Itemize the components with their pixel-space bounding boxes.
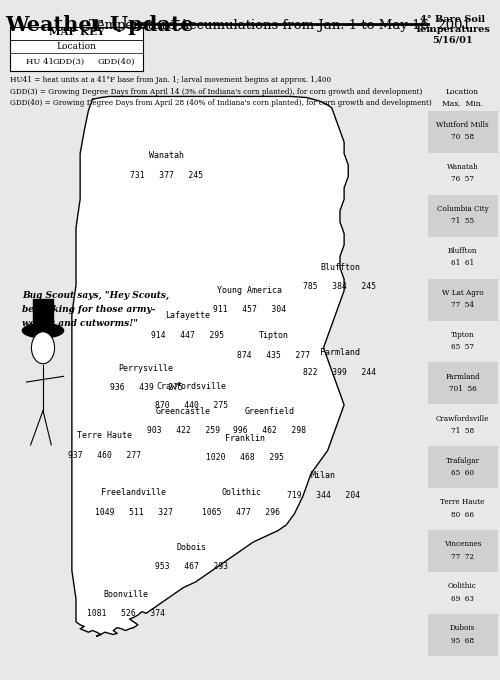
- Text: Temperature Accumulations from Jan. 1 to May 16, 2001: Temperature Accumulations from Jan. 1 to…: [89, 19, 471, 32]
- Text: 731   377   245: 731 377 245: [130, 171, 204, 180]
- Text: 71  58: 71 58: [451, 427, 474, 435]
- Text: 719   344   204: 719 344 204: [287, 490, 360, 500]
- Text: Vincennes: Vincennes: [444, 541, 481, 549]
- Bar: [428, 573, 498, 614]
- Text: 1081   526   374: 1081 526 374: [86, 609, 164, 618]
- Text: 937   460   277: 937 460 277: [68, 451, 142, 460]
- Text: 911   457   304: 911 457 304: [212, 305, 286, 314]
- Bar: [428, 362, 498, 405]
- Bar: [32, 299, 54, 330]
- Text: Location: Location: [446, 88, 479, 96]
- Bar: [428, 405, 498, 446]
- Text: MAP KEY: MAP KEY: [48, 28, 104, 37]
- Text: Greencastle: Greencastle: [156, 407, 211, 415]
- Text: Crawfordsville: Crawfordsville: [436, 415, 489, 422]
- Text: HU41 = heat units at a 41°F base from Jan. 1; larval movement begins at approx. : HU41 = heat units at a 41°F base from Ja…: [10, 76, 331, 84]
- Text: 874   435   277: 874 435 277: [238, 351, 310, 360]
- Circle shape: [32, 332, 54, 364]
- Text: Terre Haute: Terre Haute: [78, 431, 132, 440]
- Bar: [428, 488, 498, 530]
- Text: W Lat Agro: W Lat Agro: [442, 289, 484, 296]
- Text: Boonville: Boonville: [103, 590, 148, 599]
- Text: 77  54: 77 54: [451, 301, 474, 309]
- Text: 1049   511   327: 1049 511 327: [95, 508, 173, 517]
- Text: Weather Update: Weather Update: [5, 15, 194, 35]
- Text: Bug Scout says, "Hey Scouts,: Bug Scout says, "Hey Scouts,: [22, 290, 170, 300]
- Text: 65  57: 65 57: [451, 343, 474, 351]
- Bar: [428, 279, 498, 320]
- Text: Trafalgar: Trafalgar: [446, 456, 480, 464]
- Text: 77  72: 77 72: [451, 553, 474, 561]
- Text: 65  60: 65 60: [451, 469, 474, 477]
- Bar: [428, 153, 498, 194]
- Bar: [428, 320, 498, 362]
- Text: Farmland: Farmland: [320, 348, 360, 358]
- Text: Tipton: Tipton: [450, 330, 474, 339]
- Text: Greenfield: Greenfield: [245, 407, 295, 415]
- Text: 80  66: 80 66: [451, 511, 474, 519]
- Bar: [428, 446, 498, 488]
- Text: 903   422   259: 903 422 259: [146, 426, 220, 435]
- Text: GDD(40): GDD(40): [98, 58, 135, 66]
- Text: GDD(40) = Growing Degree Days from April 28 (40% of Indiana's corn planted), for: GDD(40) = Growing Degree Days from April…: [10, 99, 432, 107]
- Text: Dobois: Dobois: [176, 543, 206, 551]
- Text: Young America: Young America: [216, 286, 282, 294]
- Text: Oolithic: Oolithic: [448, 582, 477, 590]
- Text: Lafayette: Lafayette: [165, 311, 210, 320]
- Text: Crawfordsville: Crawfordsville: [156, 381, 226, 390]
- Text: 76  57: 76 57: [451, 175, 474, 184]
- Text: 936   439   275: 936 439 275: [110, 383, 182, 392]
- Text: 71  55: 71 55: [451, 218, 474, 225]
- Text: 1065   477   296: 1065 477 296: [202, 508, 280, 517]
- Polygon shape: [72, 97, 348, 636]
- Text: Dubois: Dubois: [450, 624, 475, 632]
- Text: 61  61: 61 61: [451, 259, 474, 267]
- Text: Terre Haute: Terre Haute: [440, 498, 484, 507]
- Text: 69  63: 69 63: [451, 595, 474, 603]
- Text: Oolithic: Oolithic: [221, 488, 261, 497]
- Text: 870   440   275: 870 440 275: [155, 401, 228, 410]
- Bar: [428, 614, 498, 656]
- Text: Farmland: Farmland: [445, 373, 480, 381]
- Text: 701  56: 701 56: [448, 385, 476, 393]
- Text: Perrysville: Perrysville: [118, 364, 174, 373]
- Text: 785   384   245: 785 384 245: [304, 282, 376, 291]
- Text: 914   447   295: 914 447 295: [151, 330, 224, 339]
- Bar: [428, 111, 498, 153]
- Text: Location: Location: [56, 41, 96, 51]
- Text: GDD(3): GDD(3): [52, 58, 84, 66]
- Bar: [428, 237, 498, 279]
- Text: Columbia City: Columbia City: [436, 205, 488, 213]
- Text: Franklin: Franklin: [225, 434, 265, 443]
- Text: 4° Bare Soil
Temperatures
5/16/01: 4° Bare Soil Temperatures 5/16/01: [414, 15, 490, 45]
- Ellipse shape: [22, 324, 64, 338]
- Text: Wanatah: Wanatah: [149, 152, 184, 160]
- Text: 95  68: 95 68: [451, 637, 474, 645]
- Text: Wanatah: Wanatah: [446, 163, 478, 171]
- Text: 822   399   244: 822 399 244: [304, 368, 376, 377]
- Text: Whitford Mills: Whitford Mills: [436, 121, 489, 129]
- Text: Tipton: Tipton: [259, 331, 289, 340]
- Text: HU 41: HU 41: [26, 58, 54, 66]
- Text: 953   467   293: 953 467 293: [155, 562, 228, 571]
- Text: Milan: Milan: [311, 471, 336, 480]
- Bar: [428, 530, 498, 573]
- Text: GDD(3) = Growing Degree Days from April 14 (3% of Indiana's corn planted), for c: GDD(3) = Growing Degree Days from April …: [10, 88, 422, 96]
- Text: Bluffton: Bluffton: [448, 247, 477, 255]
- Text: 996   462   298: 996 462 298: [234, 426, 306, 435]
- Text: 1020   468   295: 1020 468 295: [206, 454, 284, 462]
- Bar: [428, 194, 498, 237]
- Text: Bluffton: Bluffton: [320, 262, 360, 272]
- Text: worms and cutworms!": worms and cutworms!": [22, 319, 138, 328]
- Text: be looking for those army-: be looking for those army-: [22, 305, 156, 314]
- Text: Max.  Min.: Max. Min.: [442, 100, 483, 108]
- Text: 70  58: 70 58: [451, 133, 474, 141]
- Text: Freelandville: Freelandville: [101, 488, 166, 497]
